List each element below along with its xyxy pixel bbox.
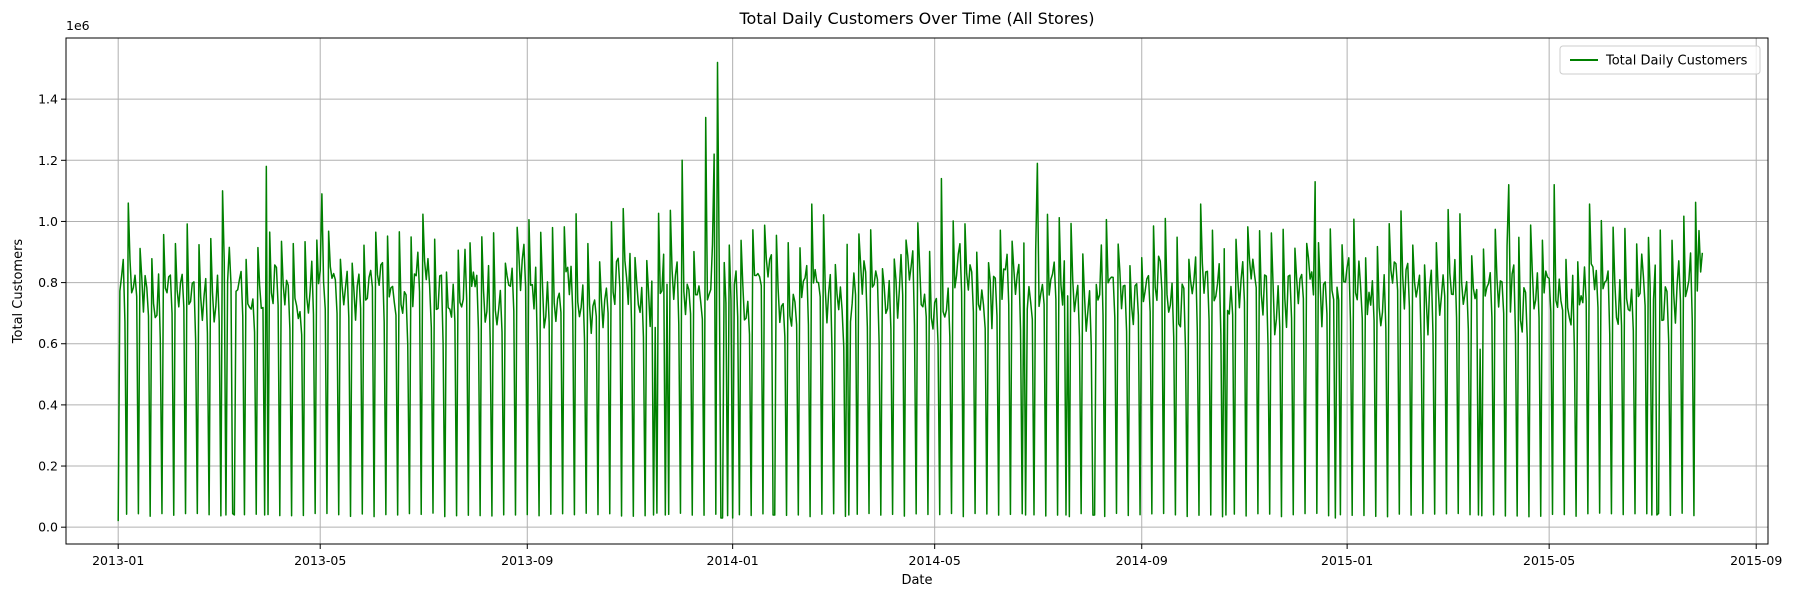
y-tick-label: 0.6 bbox=[38, 336, 58, 351]
legend: Total Daily Customers bbox=[1559, 45, 1761, 75]
y-axis-ticks: 0.0 0.2 0.4 0.6 0.8 1.0 1.2 1.4 bbox=[38, 92, 66, 535]
chart-title: Total Daily Customers Over Time (All Sto… bbox=[738, 9, 1094, 28]
y-tick-label: 0.8 bbox=[38, 275, 58, 290]
series-layer bbox=[117, 61, 1704, 522]
x-tick-label: 2015-09 bbox=[1730, 553, 1782, 568]
x-tick-label: 2013-05 bbox=[294, 553, 346, 568]
x-tick-label: 2014-01 bbox=[707, 553, 759, 568]
x-tick-label: 2013-01 bbox=[92, 553, 144, 568]
x-tick-label: 2014-09 bbox=[1116, 553, 1168, 568]
y-tick-label: 0.0 bbox=[38, 520, 58, 535]
legend-box bbox=[1559, 45, 1761, 75]
x-tick-label: 2015-05 bbox=[1523, 553, 1575, 568]
y-tick-label: 1.4 bbox=[38, 92, 58, 107]
x-tick-label: 2013-09 bbox=[501, 553, 553, 568]
y-tick-label: 1.2 bbox=[38, 153, 58, 168]
series-line-total-daily-customers bbox=[117, 61, 1704, 522]
y-tick-label: 1.0 bbox=[38, 214, 58, 229]
x-axis-label: Date bbox=[901, 573, 932, 588]
x-tick-label: 2014-05 bbox=[909, 553, 961, 568]
legend-label: Total Daily Customers bbox=[1605, 54, 1748, 69]
x-tick-label: 2015-01 bbox=[1321, 553, 1373, 568]
y-axis-offset-label: 1e6 bbox=[66, 18, 90, 33]
plot-frame bbox=[65, 37, 1769, 545]
y-axis-label: Total Customers bbox=[11, 239, 26, 345]
x-axis-ticks: 2013-01 2013-05 2013-09 2014-01 2014-05 2014-… bbox=[92, 544, 1782, 568]
y-tick-label: 0.2 bbox=[38, 459, 58, 474]
y-tick-label: 0.4 bbox=[38, 397, 58, 412]
